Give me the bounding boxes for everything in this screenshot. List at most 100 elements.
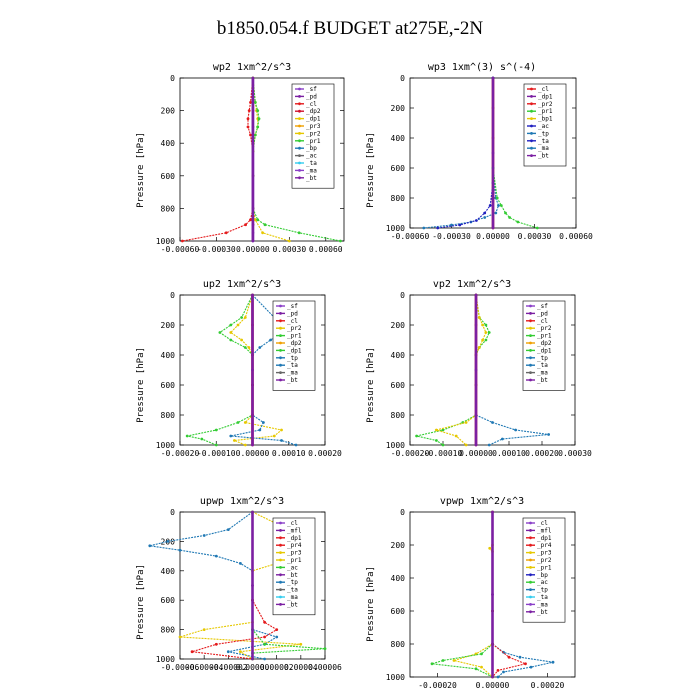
data-point	[249, 218, 252, 222]
data-point	[415, 434, 418, 438]
data-point	[477, 346, 481, 349]
data-point	[323, 647, 327, 651]
y-axis-label: Pressure [hPa]	[136, 132, 146, 208]
data-point	[477, 316, 481, 319]
y-tick-label: 400	[391, 351, 406, 360]
legend-marker	[279, 588, 282, 591]
data-point	[464, 421, 468, 424]
x-tick-label: 0.00010	[272, 449, 306, 458]
legend-marker	[298, 87, 301, 91]
legend-label: _ac	[538, 123, 549, 130]
legend-label: _pr1	[306, 138, 321, 145]
data-point	[263, 635, 266, 639]
y-tick-label: 800	[161, 204, 176, 213]
legend-marker	[530, 95, 533, 98]
legend-label: _tp	[287, 355, 298, 362]
legend-label: _ac	[537, 579, 548, 586]
y-tick-label: 1000	[386, 441, 405, 450]
data-point	[495, 196, 499, 200]
data-point	[239, 650, 242, 654]
data-point	[487, 331, 491, 334]
legend-marker	[279, 371, 282, 374]
legend-label: _dp1	[287, 535, 302, 542]
legend-label: _cl	[306, 101, 317, 108]
data-point	[297, 231, 301, 235]
legend-label: _cl	[538, 86, 549, 93]
y-tick-label: 800	[161, 626, 176, 635]
data-point	[491, 675, 494, 679]
plot-area: 0 200 400 600 800 1000 -0.00020 0.00000 0.00020 _…	[386, 508, 576, 690]
y-axis-label: Pressure [hPa]	[136, 347, 146, 423]
data-point	[251, 76, 255, 80]
data-point	[547, 433, 550, 436]
series-line-tp	[149, 511, 279, 660]
legend-label: _tp	[287, 579, 298, 586]
legend-marker	[279, 529, 282, 532]
legend-marker	[279, 521, 282, 525]
legend-label: _pr1	[287, 557, 302, 564]
y-tick-label: 800	[391, 411, 406, 420]
legend-label: _ma	[538, 145, 549, 152]
data-point	[251, 293, 254, 297]
y-tick-label: 800	[391, 640, 406, 649]
x-tick-label: 0.00030	[518, 232, 552, 241]
series-line-pr4	[191, 512, 278, 660]
legend-marker	[279, 573, 282, 577]
data-point	[487, 443, 491, 447]
data-point	[435, 428, 438, 432]
data-point	[422, 226, 426, 230]
data-point	[491, 510, 494, 514]
legend-label: _pr1	[287, 333, 302, 340]
data-point	[246, 117, 250, 121]
data-point	[178, 548, 182, 552]
legend-marker	[529, 371, 532, 374]
legend-label: _cl	[287, 520, 298, 527]
data-point	[275, 628, 279, 631]
x-tick-label: 0.00030	[272, 245, 306, 254]
data-point	[181, 239, 184, 243]
legend-marker	[529, 573, 532, 577]
x-tick-label: 0.00060	[309, 245, 343, 254]
data-point	[253, 133, 257, 137]
data-point	[261, 231, 264, 235]
series-line-pr1	[451, 512, 494, 678]
data-point	[483, 211, 487, 215]
y-tick-label: 0	[400, 74, 405, 83]
data-point	[287, 239, 291, 243]
panel-wp2: wp2 1xm^2/s^3 Pressure [hPa] 0 200 400 600 8…	[136, 62, 345, 254]
legend-label: _mfl	[287, 527, 302, 534]
x-tick-label: 0.00010	[492, 449, 526, 458]
legend-label: _mfl	[537, 527, 552, 534]
data-point	[258, 428, 262, 432]
legend-label: _dp1	[287, 347, 302, 354]
legend-marker	[279, 566, 282, 569]
x-tick-label: -0.00060	[391, 232, 430, 241]
y-tick-label: 200	[161, 321, 176, 330]
data-point	[483, 216, 487, 219]
legend-label: _ma	[306, 167, 317, 174]
data-point	[251, 368, 254, 372]
legend-marker	[279, 543, 282, 547]
panel-title: wp3 1xm^(3) s^(-4)	[428, 62, 536, 73]
legend-label: _dp2	[537, 340, 552, 347]
y-tick-label: 600	[161, 381, 176, 390]
data-point	[256, 125, 260, 129]
legend: _cl_mfl_dp1_pr4_pr3_pr1_ac_bt_tp_ta_ma_b…	[272, 517, 316, 616]
data-point	[514, 428, 517, 432]
legend-label: _pr1	[537, 564, 552, 571]
data-point	[243, 346, 247, 349]
y-axis-label: Pressure [hPa]	[366, 132, 376, 208]
legend-label: _pr2	[537, 557, 552, 564]
legend-marker	[298, 176, 301, 180]
y-tick-label: 600	[391, 164, 406, 173]
data-point	[499, 204, 503, 207]
legend-label: _pr3	[287, 550, 302, 557]
legend-label: _cl	[537, 318, 548, 325]
x-tick-label: 0.00020	[531, 681, 565, 690]
legend-marker	[530, 117, 533, 120]
data-point	[178, 635, 182, 639]
y-tick-label: 1000	[156, 655, 175, 664]
data-point	[497, 204, 500, 207]
legend: _sf_pd_cl_pr2_pr1_dp2_dp1_tp_ta_ma_bt	[272, 300, 316, 391]
